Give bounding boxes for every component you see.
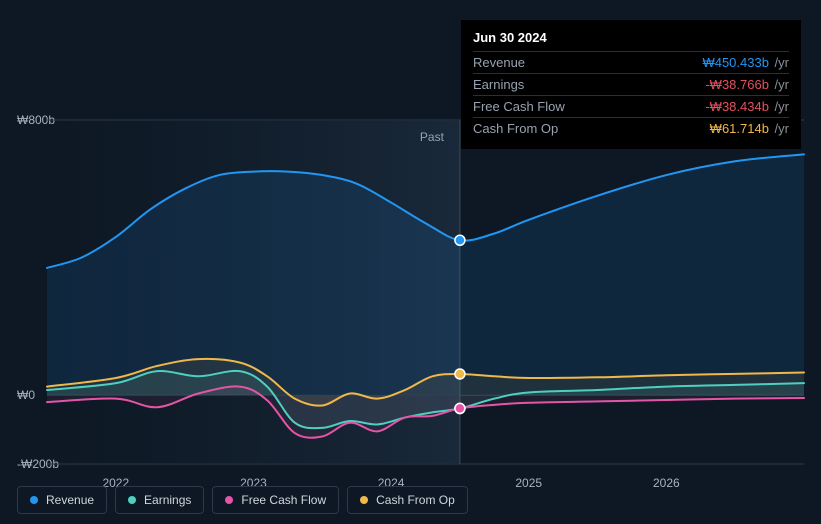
tooltip-row-label: Revenue: [473, 55, 525, 70]
x-axis-label: 2025: [515, 476, 542, 490]
tooltip-row-value: ₩61.714b: [710, 121, 769, 136]
legend-item-cfo[interactable]: Cash From Op: [347, 486, 468, 514]
plot-surface[interactable]: PastAnalysts Forecasts 20222023202420252…: [47, 120, 804, 464]
tooltip-row-unit: /yr: [771, 99, 789, 114]
section-label-past: Past: [420, 130, 444, 144]
legend-label: Free Cash Flow: [241, 493, 326, 507]
legend-label: Revenue: [46, 493, 94, 507]
legend-dot-icon: [30, 496, 38, 504]
tooltip-date: Jun 30 2024: [473, 30, 789, 51]
legend-dot-icon: [225, 496, 233, 504]
legend-label: Earnings: [144, 493, 191, 507]
tooltip-row: Earnings -₩38.766b /yr: [473, 73, 789, 95]
tooltip-row-value: -₩38.766b: [705, 77, 769, 92]
legend-dot-icon: [128, 496, 136, 504]
legend-item-revenue[interactable]: Revenue: [17, 486, 107, 514]
tooltip-row-unit: /yr: [771, 55, 789, 70]
legend-label: Cash From Op: [376, 493, 455, 507]
tooltip-row-label: Free Cash Flow: [473, 99, 565, 114]
tooltip-row-value: -₩38.434b: [705, 99, 769, 114]
tooltip-row: Revenue ₩450.433b /yr: [473, 51, 789, 73]
tooltip-row-unit: /yr: [771, 77, 789, 92]
legend-dot-icon: [360, 496, 368, 504]
chart-legend: Revenue Earnings Free Cash Flow Cash From O…: [17, 486, 468, 514]
tooltip-row-value: ₩450.433b: [702, 55, 769, 70]
x-axis-label: 2026: [653, 476, 680, 490]
chart-plot-area: ₩800b₩0-₩200b PastAnalysts Forecasts 202…: [17, 120, 804, 464]
legend-item-fcf[interactable]: Free Cash Flow: [212, 486, 339, 514]
tooltip-row-label: Cash From Op: [473, 121, 558, 136]
tooltip-row-unit: /yr: [771, 121, 789, 136]
tooltip-row: Free Cash Flow -₩38.434b /yr: [473, 95, 789, 117]
financial-chart: Jun 30 2024 Revenue₩450.433b /yrEarnings…: [0, 0, 821, 524]
chart-tooltip: Jun 30 2024 Revenue₩450.433b /yrEarnings…: [461, 20, 801, 149]
tooltip-row: Cash From Op ₩61.714b /yr: [473, 117, 789, 139]
y-axis-label: ₩0: [17, 388, 35, 402]
tooltip-row-label: Earnings: [473, 77, 524, 92]
legend-item-earnings[interactable]: Earnings: [115, 486, 204, 514]
